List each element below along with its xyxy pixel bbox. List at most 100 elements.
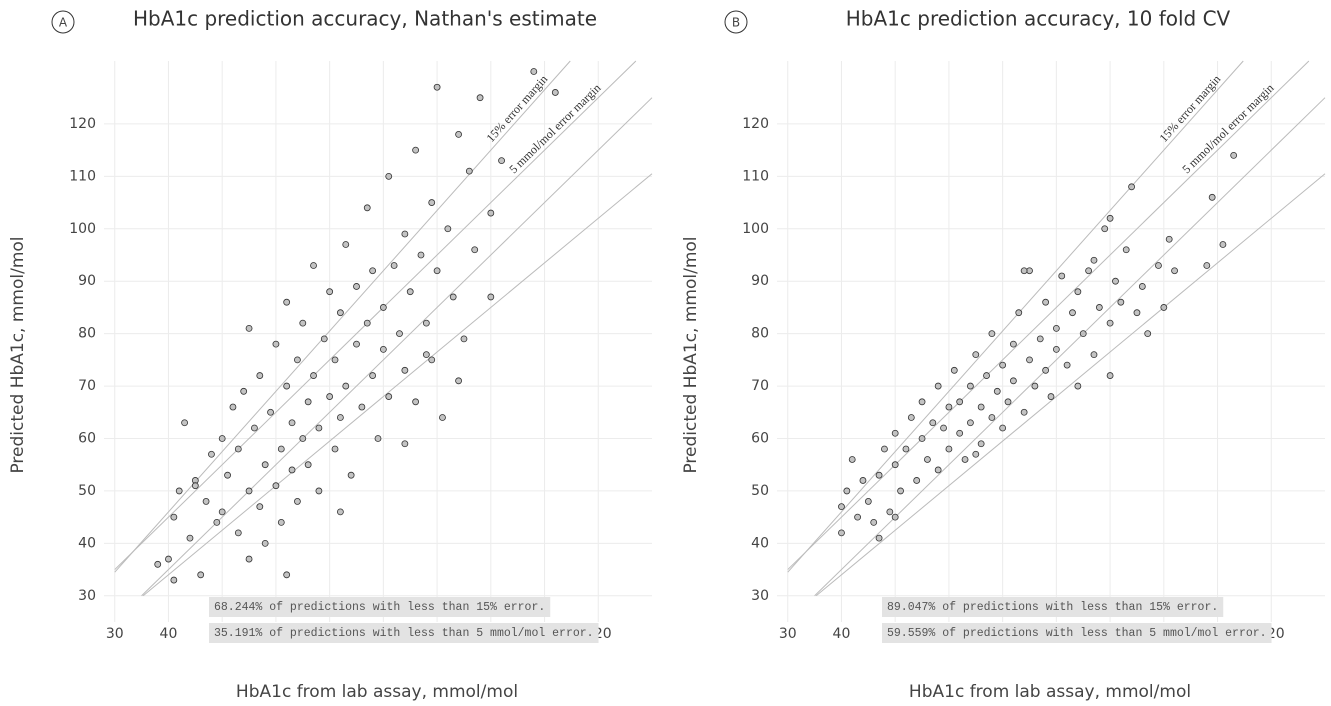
point [881, 445, 888, 453]
point [1063, 361, 1071, 369]
y-tick-label: 40 [78, 535, 96, 551]
annotation-box [882, 597, 1224, 617]
point [838, 503, 845, 511]
point [385, 393, 393, 400]
reference-line [814, 97, 1326, 597]
point [1155, 262, 1162, 269]
annotation: 59.559% of predictions with less than 5 … [887, 627, 1267, 640]
point [283, 298, 291, 306]
point [256, 503, 264, 511]
point [1203, 262, 1211, 269]
point [320, 335, 328, 343]
point [967, 419, 974, 427]
point [1171, 267, 1178, 275]
point [353, 283, 360, 290]
point [891, 429, 899, 437]
x-tick-label: 30 [779, 626, 797, 642]
point [870, 518, 878, 526]
point [1020, 408, 1028, 416]
point [1090, 351, 1098, 359]
point [1047, 393, 1055, 400]
point [283, 382, 291, 390]
point [875, 534, 883, 542]
point [444, 225, 452, 233]
point [875, 471, 883, 479]
point [956, 429, 964, 437]
point [385, 172, 393, 180]
point [229, 403, 237, 411]
point [1074, 288, 1082, 296]
panel-label: A [59, 16, 68, 30]
point [950, 366, 958, 374]
point [1079, 330, 1087, 338]
point [342, 241, 350, 248]
point [1085, 267, 1093, 275]
point [972, 450, 980, 458]
point [326, 288, 334, 296]
y-tick-label: 50 [78, 483, 96, 499]
panel-badge [724, 10, 748, 34]
point [972, 351, 980, 359]
point [267, 408, 274, 416]
point [1128, 183, 1135, 191]
point [1004, 398, 1012, 406]
point [530, 68, 538, 75]
point [396, 330, 403, 338]
point [988, 414, 996, 421]
x-axis-label: HbA1c from lab assay, mmol/mol [236, 682, 518, 702]
point [1074, 382, 1082, 390]
point [1069, 309, 1076, 317]
point [261, 461, 269, 469]
point [999, 361, 1007, 369]
point [288, 419, 296, 427]
point [154, 560, 162, 568]
point [170, 576, 178, 584]
point [886, 508, 894, 516]
y-tick-label: 90 [78, 273, 96, 289]
point [471, 246, 479, 254]
point [245, 555, 253, 563]
point [245, 487, 253, 495]
point [1219, 241, 1227, 248]
reference-line [787, 60, 1244, 573]
y-tick-label: 120 [742, 116, 769, 132]
point [956, 398, 964, 406]
point [859, 477, 867, 484]
point [843, 487, 851, 495]
y-tick-label: 80 [751, 326, 769, 342]
y-tick-label: 120 [69, 116, 96, 132]
point [256, 372, 264, 379]
chart-title: HbA1c prediction accuracy, 10 fold CV [846, 7, 1231, 31]
chart-title: HbA1c prediction accuracy, Nathan's esti… [133, 7, 597, 31]
point [299, 435, 307, 442]
point [1208, 193, 1216, 201]
reference-line [114, 60, 571, 573]
point [261, 539, 269, 547]
point [422, 319, 430, 327]
point [551, 89, 559, 96]
point [401, 440, 409, 448]
y-tick-label: 100 [69, 221, 96, 237]
point [336, 508, 344, 516]
point [945, 403, 953, 411]
y-tick-label: 50 [751, 483, 769, 499]
point [369, 372, 377, 379]
point [401, 230, 409, 238]
point [918, 435, 926, 442]
point [406, 288, 414, 296]
annotation-box [209, 597, 551, 617]
point [175, 487, 183, 495]
point [1058, 272, 1066, 280]
y-tick-label: 60 [78, 430, 96, 446]
point [401, 366, 409, 374]
reference-line [141, 97, 653, 597]
point [455, 377, 462, 385]
point [1042, 298, 1050, 306]
point [988, 330, 996, 338]
point [197, 571, 205, 579]
point [1122, 246, 1130, 254]
point [1090, 256, 1098, 264]
point [390, 262, 398, 269]
point [460, 335, 468, 343]
